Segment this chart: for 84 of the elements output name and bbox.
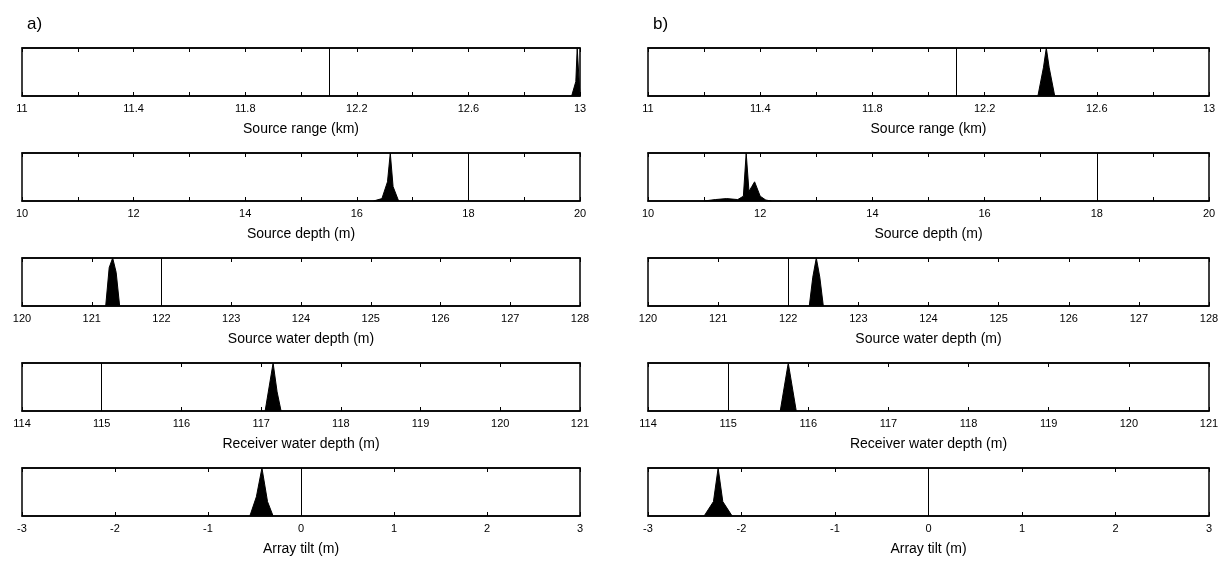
x-tick-label: 0 [925,521,932,534]
x-tick-label: 0 [297,521,305,534]
x-axis-title: Receiver water depth (m) [849,435,1008,451]
x-tick-label: 20 [1202,206,1216,219]
x-tick-label: 125 [989,311,1008,324]
x-tick-label: 20 [573,206,587,219]
x-tick-label: 122 [152,311,171,324]
x-tick-label: 12.2 [973,101,996,114]
x-tick-label: 3 [576,521,584,534]
x-tick-label: 116 [172,416,191,429]
x-axis-title: Source range (km) [870,120,987,136]
x-axis-title: Receiver water depth (m) [222,435,380,451]
x-tick-label: -1 [830,521,840,534]
chart-title: b) [653,14,669,33]
x-tick-label: -3 [643,521,653,534]
x-tick-label: 13 [1202,101,1216,114]
x-axis-title: Source water depth (m) [227,330,375,346]
x-tick-label: 13 [573,101,587,114]
chart-title: a) [27,14,43,33]
x-tick-label: 1 [390,521,398,534]
x-tick-label: 10 [641,206,655,219]
x-tick-label: 121 [570,416,590,429]
x-tick-label: 121 [82,311,101,324]
x-tick-label: 126 [1059,311,1078,324]
x-tick-label: 16 [978,206,991,219]
x-tick-label: 120 [491,416,510,429]
x-tick-label: 121 [1199,416,1219,429]
x-tick-label: 114 [13,416,31,429]
x-tick-label: 116 [799,416,818,429]
x-tick-label: 11 [16,101,28,114]
x-tick-label: -2 [110,521,120,534]
x-tick-label: 119 [411,416,430,429]
x-axis-title: Array tilt (m) [262,540,340,556]
x-tick-label: 126 [431,311,450,324]
x-tick-label: 2 [1112,521,1119,534]
x-tick-label: -3 [17,521,27,534]
x-tick-label: 114 [639,416,657,429]
x-tick-label: 11.4 [123,101,144,114]
x-tick-label: 124 [291,311,311,324]
x-tick-label: 127 [1129,311,1149,324]
x-tick-label: 11 [642,101,654,114]
x-axis-title: Source range (km) [243,120,359,136]
x-tick-label: 117 [252,416,270,429]
x-axis-title: Source depth (m) [874,225,983,241]
x-tick-label: 11.8 [234,101,256,114]
x-tick-label: 119 [1039,416,1058,429]
x-tick-label: 123 [222,311,241,324]
x-axis-title: Array tilt (m) [890,540,967,556]
x-tick-label: 128 [1199,311,1219,324]
x-tick-label: 11.4 [749,101,771,114]
x-tick-label: 12.6 [1086,101,1108,114]
x-tick-label: 115 [719,416,737,429]
x-tick-label: 117 [879,416,898,429]
x-tick-label: 1 [1018,521,1026,534]
x-tick-label: 18 [462,206,475,219]
x-tick-label: 124 [919,311,938,324]
x-tick-label: 10 [15,206,29,219]
x-tick-label: 14 [866,206,879,219]
x-tick-label: 120 [12,311,32,324]
x-tick-label: -2 [736,521,747,534]
x-tick-label: 118 [332,416,350,429]
x-tick-label: 122 [779,311,798,324]
x-tick-label: 14 [239,206,252,219]
x-tick-label: 118 [959,416,978,429]
x-tick-label: 12 [127,206,140,219]
x-tick-label: 12.2 [346,101,368,114]
x-tick-label: 12 [754,206,767,219]
x-tick-label: 18 [1090,206,1103,219]
x-tick-label: 3 [1205,521,1213,534]
x-axis-title: Source depth (m) [246,225,356,241]
x-tick-label: 120 [1119,416,1139,429]
x-tick-label: 128 [570,311,590,324]
x-tick-label: 115 [92,416,111,429]
x-tick-label: 121 [708,311,728,324]
x-tick-label: 16 [350,206,363,219]
x-tick-label: 125 [361,311,380,324]
x-tick-label: 127 [501,311,520,324]
x-tick-label: 12.6 [457,101,480,114]
x-tick-label: 11.8 [862,101,883,114]
x-tick-label: 120 [638,311,658,324]
x-tick-label: -1 [203,521,213,534]
x-tick-label: 2 [483,521,491,534]
x-axis-title: Source water depth (m) [855,330,1002,346]
x-tick-label: 123 [849,311,868,324]
